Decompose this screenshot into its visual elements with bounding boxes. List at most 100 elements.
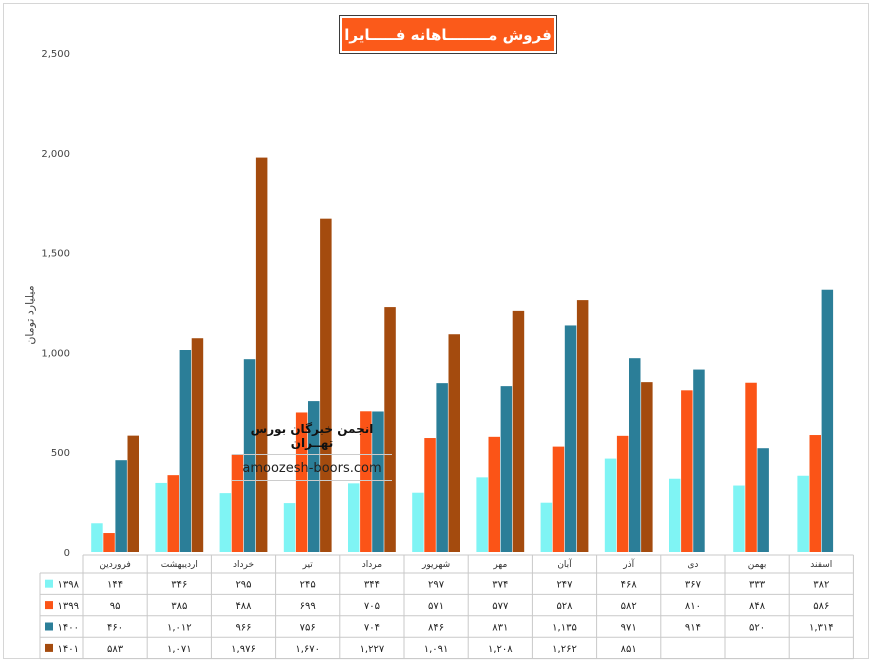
bar (757, 448, 769, 552)
bar (604, 458, 617, 552)
table-cell-value: ۱,۲۲۷ (360, 644, 385, 655)
table-cell-value: ۳۴۴ (364, 580, 380, 591)
table-cell-value: ۷۵۶ (300, 623, 316, 634)
bar (308, 401, 320, 552)
bar (797, 475, 809, 552)
table-cell-value: ۸۳۱ (492, 623, 508, 634)
x-tick-label: اردیبهشت (161, 560, 198, 570)
x-tick-label: شهریور (421, 560, 450, 570)
legend-swatch (45, 643, 53, 652)
table-cell-value: ۳۳۳ (749, 580, 766, 591)
table-cell-value: ۳۴۶ (171, 580, 187, 591)
bar (372, 411, 384, 552)
x-tick-label: فروردین (99, 560, 130, 570)
bar (552, 446, 565, 552)
table-cell-value: ۵۲۰ (749, 623, 765, 634)
watermark-title: انجمن خبرگان بورس تهــران (232, 422, 392, 455)
bar (424, 438, 436, 552)
bar (641, 382, 653, 552)
bar (103, 533, 115, 552)
y-tick-label: 2,000 (41, 149, 70, 160)
table-cell-value: ۷۰۴ (364, 623, 380, 634)
bar (191, 338, 204, 552)
bar (448, 334, 460, 552)
x-tick-label: مهر (492, 560, 507, 570)
bar (500, 386, 513, 552)
table-cell-value: ۵۷۷ (492, 601, 509, 612)
table-cell-value: ۸۱۰ (685, 601, 701, 612)
bar (564, 325, 577, 552)
bar (91, 523, 103, 552)
y-tick-label: 1,500 (41, 249, 70, 260)
bar (384, 307, 396, 552)
table-cell-value: ۱,۲۶۲ (552, 644, 577, 655)
bar (320, 218, 332, 552)
table-cell-value: ۶۹۹ (300, 601, 316, 612)
bar (745, 382, 757, 552)
bar (669, 478, 681, 552)
bar (231, 454, 244, 552)
table-cell-value: ۴۸۸ (235, 601, 252, 612)
bar (476, 477, 488, 552)
legend-label: ۱۳۹۹ (58, 601, 79, 612)
y-tick-label: 1,000 (41, 348, 70, 359)
table-cell-value: ۹۶۶ (235, 623, 251, 634)
table-cell-value: ۵۸۳ (107, 644, 124, 655)
table-cell-value: ۱,۰۱۲ (167, 623, 192, 634)
bar (809, 435, 821, 552)
bar (576, 300, 589, 552)
table-cell-value: ۱,۳۱۴ (809, 623, 834, 634)
bar (488, 436, 500, 552)
bar (115, 460, 127, 552)
y-tick-label: 500 (51, 448, 70, 459)
table-cell-value: ۵۷۱ (428, 601, 444, 612)
bar (295, 412, 308, 552)
x-tick-label: تیر (302, 560, 314, 570)
table-cell-value: ۳۷۴ (492, 580, 508, 591)
bar (255, 157, 268, 552)
table-cell-value: ۱,۲۰۸ (488, 644, 513, 655)
bar (155, 482, 167, 552)
table-cell-value: ۲۹۷ (428, 580, 445, 591)
x-tick-label: مرداد (362, 560, 382, 570)
table-cell-value: ۵۲۸ (556, 601, 573, 612)
bar (629, 358, 641, 552)
x-tick-label: دی (687, 560, 698, 570)
legend-label: ۱۴۰۱ (58, 644, 79, 655)
watermark-url: amoozesh-boors.com (232, 455, 392, 481)
bar (693, 369, 705, 552)
table-cell-value: ۲۹۵ (235, 580, 251, 591)
x-tick-label: خرداد (233, 560, 254, 570)
table-cell-value: ۵۸۲ (621, 601, 637, 612)
table-cell-value: ۱,۶۷۰ (295, 644, 320, 655)
table-cell-value: ۱,۰۹۱ (424, 644, 449, 655)
bar (219, 493, 232, 552)
table-cell-value: ۱۴۴ (107, 580, 123, 591)
table-cell-value: ۴۶۰ (107, 623, 123, 634)
table-cell-value: ۹۱۴ (685, 623, 701, 634)
y-tick-label: 2,500 (41, 49, 70, 60)
bar (179, 350, 192, 552)
table-cell-value: ۳۸۲ (813, 580, 829, 591)
table-cell-value: ۲۴۵ (300, 580, 316, 591)
table-cell-value: ۲۴۷ (556, 580, 573, 591)
bar (616, 435, 629, 552)
table-cell-value: ۸۵۱ (621, 644, 637, 655)
bar (681, 390, 693, 552)
table-cell-value: ۷۰۵ (364, 601, 380, 612)
table-cell-value: ۵۸۶ (813, 601, 829, 612)
watermark: انجمن خبرگان بورس تهــران amoozesh-boors… (232, 422, 392, 481)
y-tick-label: 0 (64, 548, 70, 559)
table-cell-value: ۹۷۱ (621, 623, 637, 634)
x-tick-label: آذر (622, 558, 634, 570)
bar (540, 502, 553, 552)
chart-title: فروش مــــــــاهانه فـــــايرا (339, 15, 557, 54)
bar (412, 492, 424, 552)
table-cell-value: ۸۴۸ (749, 601, 766, 612)
bar (733, 485, 745, 552)
table-cell-value: ۱,۱۳۵ (552, 623, 577, 634)
legend-swatch (45, 579, 53, 588)
legend-swatch (45, 601, 53, 610)
bar (127, 435, 139, 552)
